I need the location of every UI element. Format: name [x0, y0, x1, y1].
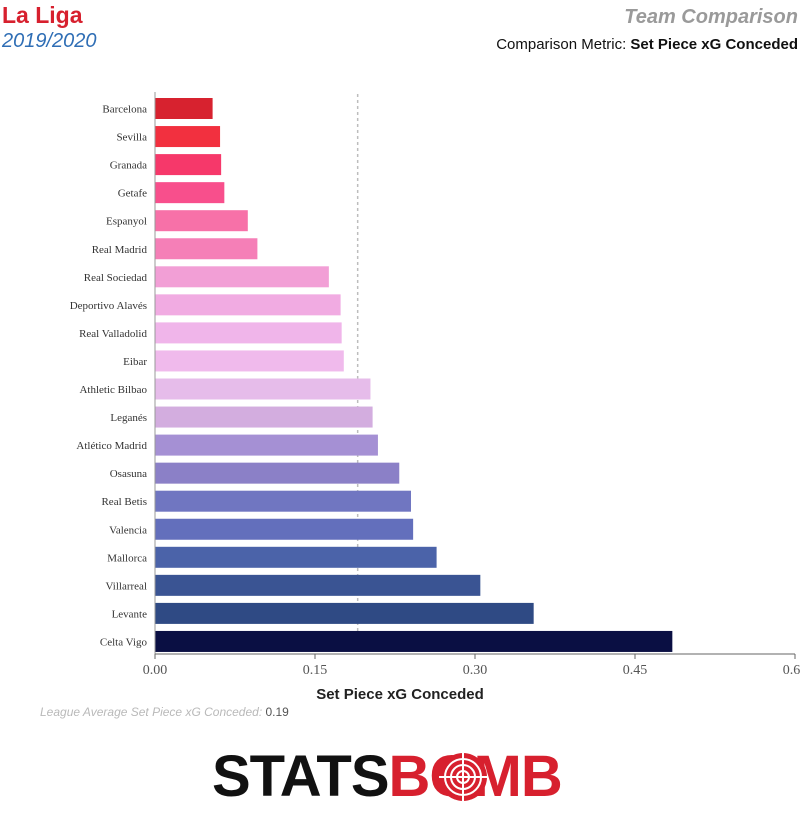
average-legend-value: 0.19	[265, 705, 289, 719]
team-label: Leganés	[110, 412, 147, 424]
bar	[155, 378, 371, 400]
team-label: Barcelona	[102, 104, 147, 116]
season-label: 2019/2020	[2, 30, 97, 52]
x-tick-label: 0.00	[143, 663, 168, 678]
bar	[155, 602, 534, 624]
bar	[155, 518, 414, 540]
team-label: Getafe	[118, 188, 147, 200]
bar	[155, 406, 373, 428]
bar	[155, 546, 437, 568]
team-label: Sevilla	[116, 132, 147, 144]
logo-stats-text: STATS	[212, 744, 390, 809]
average-legend-label: League Average Set Piece xG Conceded:	[40, 705, 263, 719]
bar	[155, 630, 673, 652]
team-label: Eibar	[123, 356, 147, 368]
team-label: Athletic Bilbao	[79, 384, 147, 396]
team-label: Osasuna	[110, 468, 147, 480]
bar	[155, 322, 342, 344]
x-tick-label: 0.30	[463, 663, 488, 678]
bar	[155, 490, 411, 512]
metric-prefix: Comparison Metric:	[496, 36, 627, 53]
team-label: Real Betis	[101, 496, 147, 508]
bar	[155, 98, 213, 119]
team-label: Levante	[112, 608, 148, 620]
team-label: Villarreal	[106, 580, 147, 592]
bar	[155, 238, 258, 260]
bar	[155, 294, 341, 316]
logo-bomb-text: BOMB	[388, 744, 563, 809]
team-label: Deportivo Alavés	[70, 300, 147, 312]
average-legend: League Average Set Piece xG Conceded: 0.…	[40, 705, 289, 719]
chart-title: Team Comparison	[624, 6, 798, 28]
x-tick-label: 0.45	[623, 663, 648, 678]
bar	[155, 350, 344, 372]
team-label: Espanyol	[106, 216, 147, 228]
bar	[155, 434, 378, 456]
bar	[155, 574, 481, 596]
bar	[155, 154, 222, 176]
bar-chart: Barcelona Sevilla Granada Getafe Espanyol Rea…	[70, 92, 800, 700]
x-tick-label: 0.60	[783, 663, 800, 678]
team-label: Valencia	[109, 524, 147, 536]
bar	[155, 126, 221, 148]
bar	[155, 266, 329, 288]
team-label: Mallorca	[107, 552, 147, 564]
league-title: La Liga	[2, 2, 83, 28]
team-label: Real Madrid	[92, 244, 148, 256]
team-label: Real Sociedad	[84, 272, 148, 284]
statsbomb-logo: STATSBOMB	[212, 748, 563, 806]
x-tick-label: 0.15	[303, 663, 328, 678]
bar	[155, 182, 225, 204]
team-label: Atlético Madrid	[76, 440, 147, 452]
team-label: Real Valladolid	[79, 328, 147, 340]
comparison-metric: Comparison Metric: Set Piece xG Conceded	[496, 36, 798, 53]
team-label: Granada	[110, 160, 147, 172]
bar	[155, 210, 248, 232]
team-label: Celta Vigo	[100, 636, 148, 648]
bar	[155, 462, 400, 484]
x-axis-title: Set Piece xG Conceded	[316, 686, 484, 700]
metric-name: Set Piece xG Conceded	[630, 36, 798, 53]
